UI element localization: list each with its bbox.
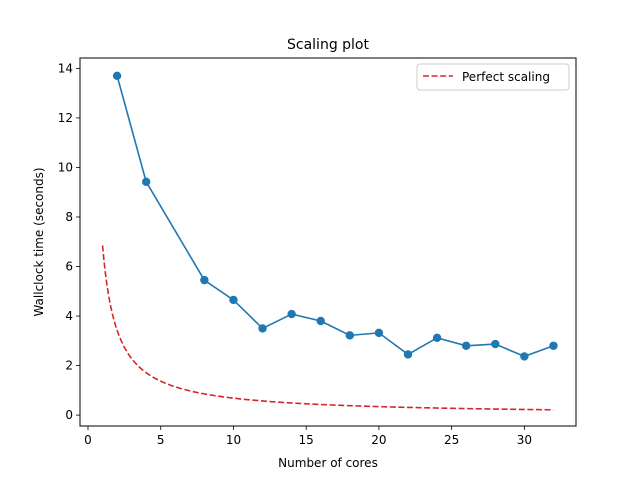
wallclock-data-point xyxy=(258,324,267,333)
y-axis-ticks: 0 2 4 6 8 10 12 14 xyxy=(58,61,80,422)
x-tick-label: 5 xyxy=(157,433,165,447)
x-tick-label: 25 xyxy=(444,433,459,447)
chart-title: Scaling plot xyxy=(287,37,369,53)
wallclock-data-point xyxy=(229,295,238,305)
x-tick-label: 15 xyxy=(299,433,314,447)
legend-box xyxy=(416,63,570,91)
wallclock-data-point xyxy=(141,177,151,187)
y-tick-label: 2 xyxy=(65,359,73,373)
y-tick-label: 0 xyxy=(65,408,73,422)
wallclock-data-point xyxy=(287,309,296,319)
legend-perfect-scaling-label: Perfect scaling xyxy=(462,70,550,84)
y-tick-label: 4 xyxy=(65,309,73,323)
y-axis-label: Wallclock time (seconds) xyxy=(32,167,46,316)
wallclock-data-point xyxy=(432,333,442,343)
x-tick-label: 30 xyxy=(517,433,532,447)
wallclock-data-point xyxy=(200,275,209,285)
wallclock-data-point xyxy=(520,352,529,361)
wallclock-data-point xyxy=(374,328,384,338)
wallclock-data-point xyxy=(345,331,355,340)
wallclock-data-point xyxy=(461,341,471,350)
x-axis-ticks: 0 5 10 15 20 25 30 xyxy=(84,426,532,447)
wallclock-data-point xyxy=(403,350,413,359)
y-tick-label: 6 xyxy=(65,260,73,274)
y-tick-label: 8 xyxy=(65,210,73,224)
wallclock-data-point xyxy=(316,316,325,326)
wallclock-data-point xyxy=(491,339,500,349)
plot-frame xyxy=(79,57,577,427)
x-axis-label: Number of cores xyxy=(278,456,378,470)
y-tick-label: 14 xyxy=(58,61,73,75)
perfect-scaling-line xyxy=(101,245,554,411)
y-tick-label: 10 xyxy=(58,160,73,174)
y-tick-label: 12 xyxy=(58,111,73,125)
x-tick-label: 20 xyxy=(371,433,386,447)
x-tick-label: 0 xyxy=(84,433,92,447)
wallclock-data-point xyxy=(112,71,122,81)
legend: Perfect scaling xyxy=(416,63,570,91)
x-tick-label: 10 xyxy=(226,433,241,447)
plot-content xyxy=(101,71,558,411)
wallclock-data-point xyxy=(549,341,558,350)
